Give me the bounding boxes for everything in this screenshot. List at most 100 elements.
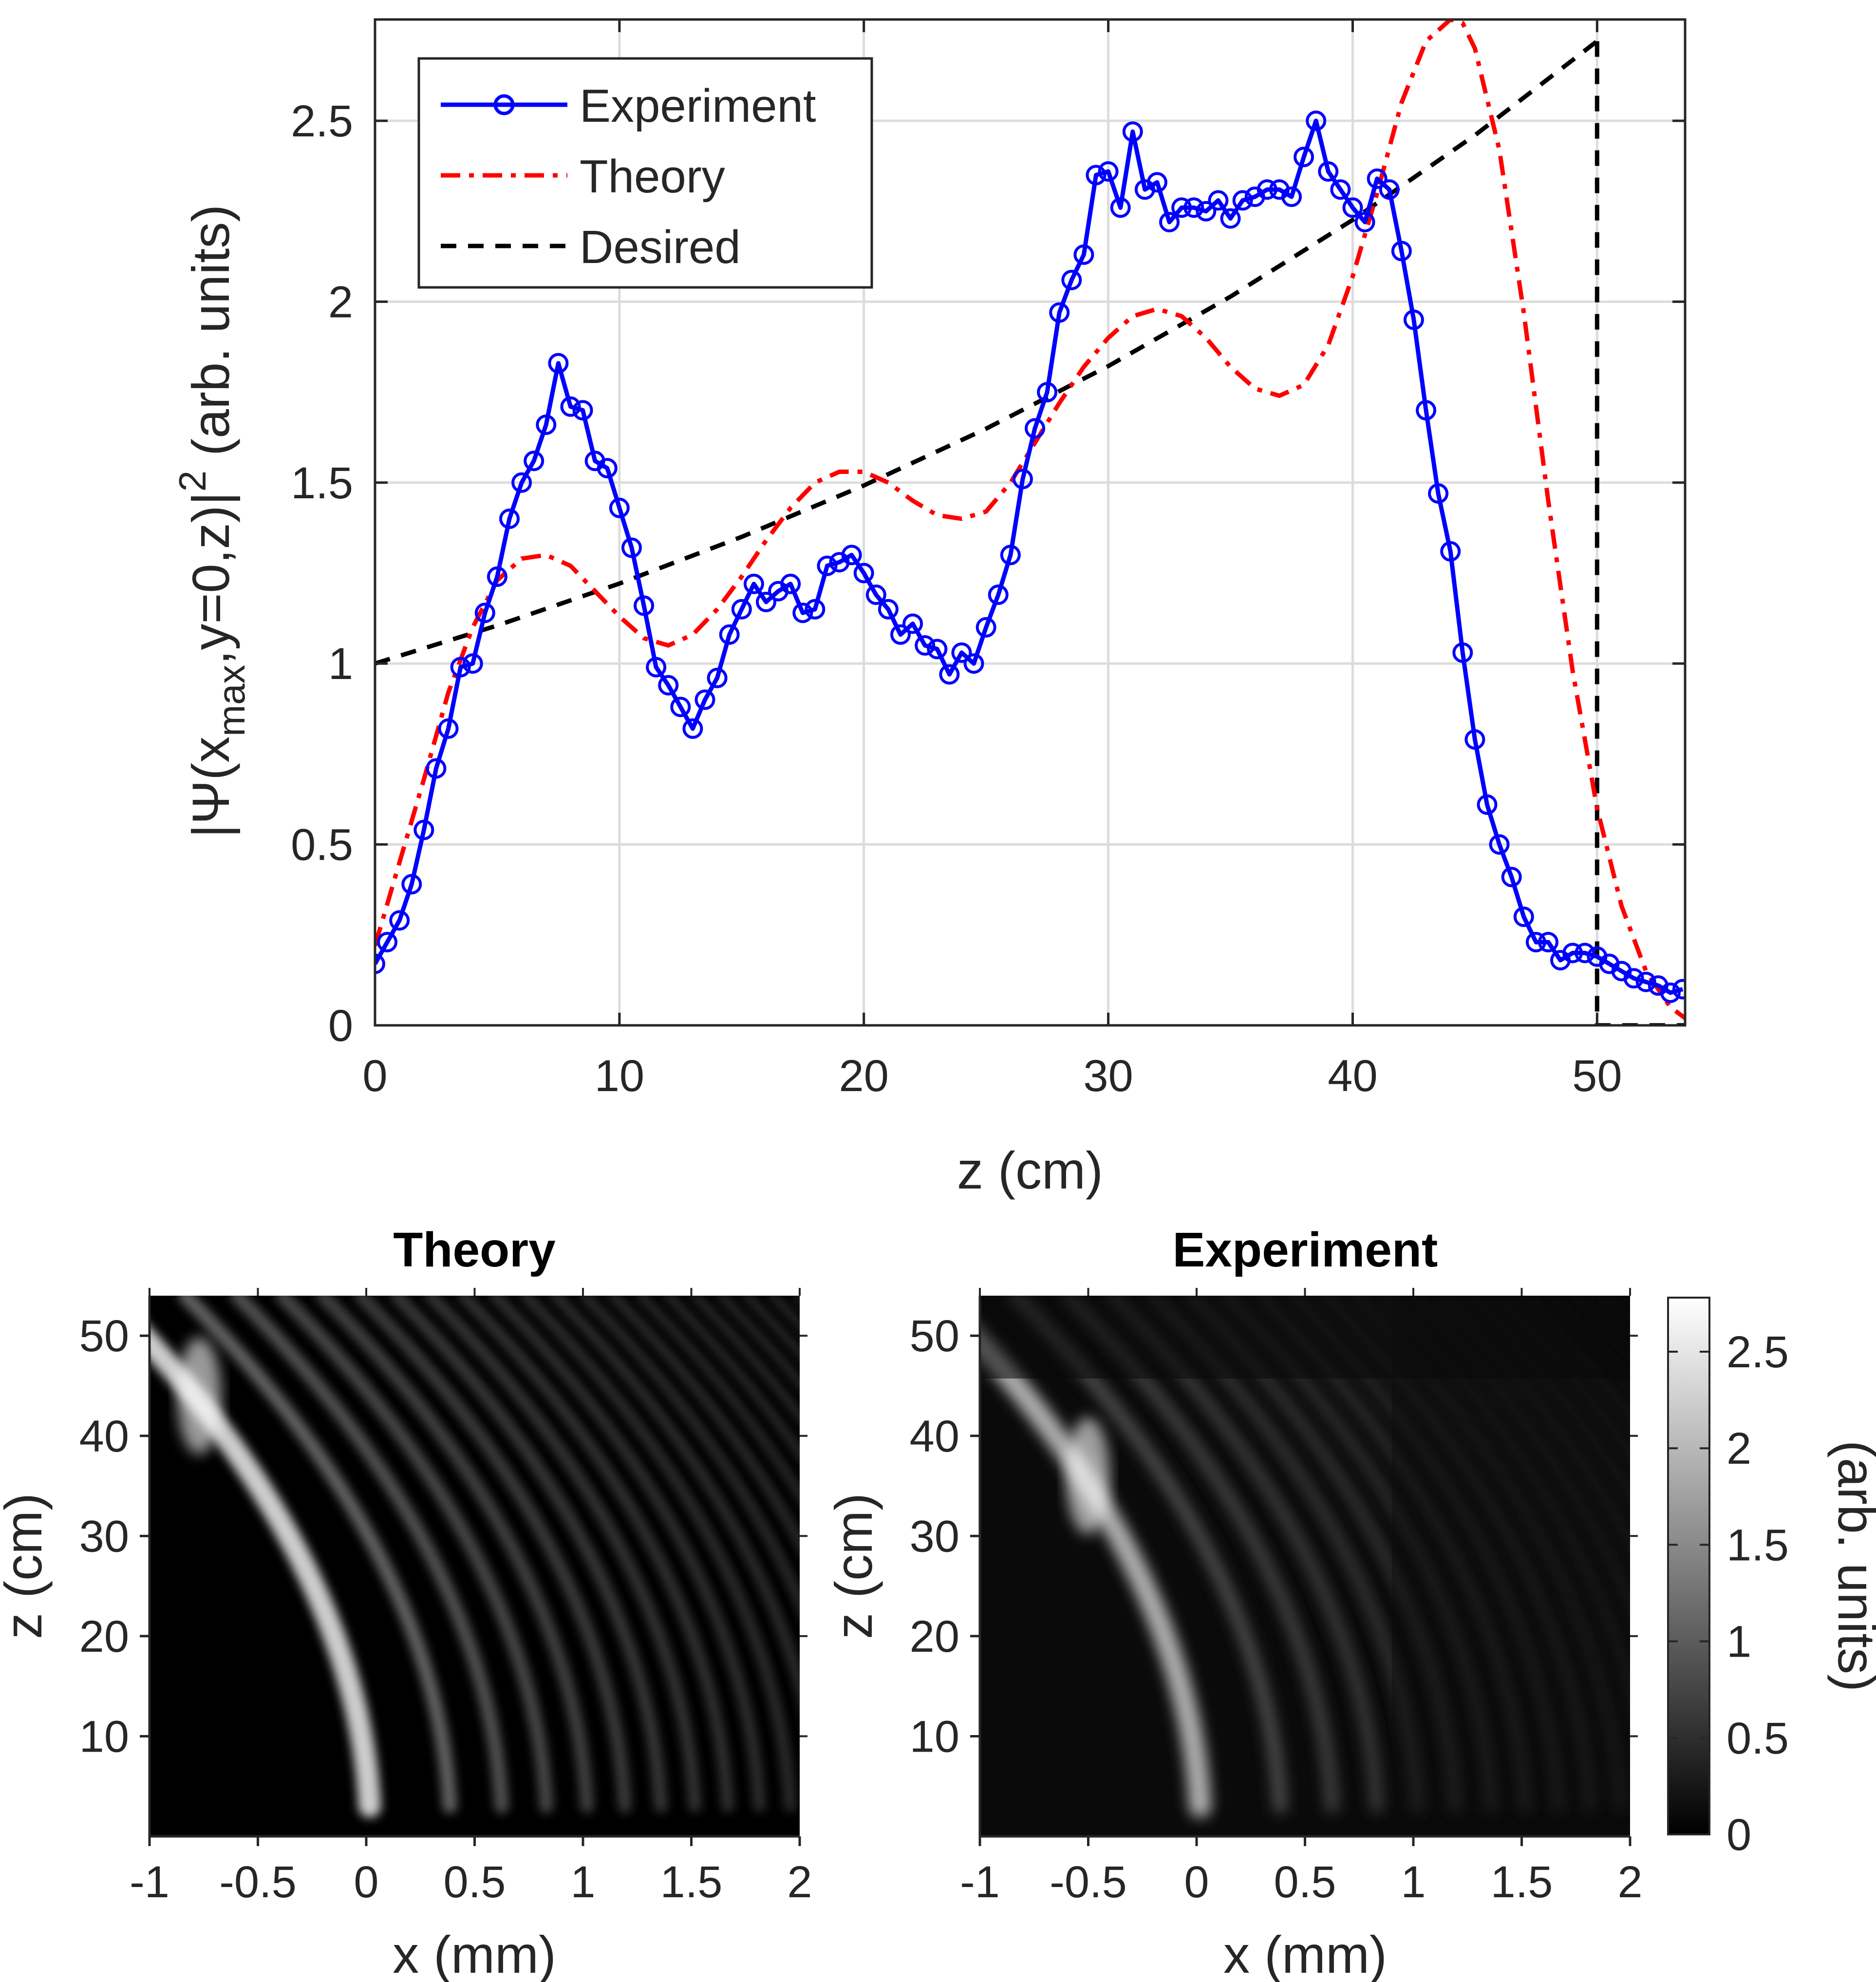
heatmap-y-tick-label: 20 xyxy=(910,1612,959,1661)
experiment-point xyxy=(1501,867,1522,887)
experiment-point xyxy=(1073,244,1094,265)
experiment-point xyxy=(1257,179,1277,200)
experiment-point xyxy=(413,819,434,840)
experiment-point xyxy=(878,599,899,620)
experiment-point xyxy=(1416,400,1437,421)
experiment-point xyxy=(536,414,557,435)
experiment-point xyxy=(915,635,936,656)
experiment-point xyxy=(1562,943,1583,963)
heatmap-y-tick-label: 40 xyxy=(79,1412,129,1461)
experiment-point xyxy=(524,451,544,472)
experiment-point xyxy=(1464,729,1485,750)
theory-ticks: -1 -0.5 0 0.5 1 1.5 2 10 20 30 40 50 xyxy=(79,1288,812,1907)
experiment-point xyxy=(1122,121,1143,142)
top-x-tick-label: 30 xyxy=(1083,1051,1133,1101)
heatmap-x-tick-label: 1 xyxy=(570,1857,595,1907)
top-x-axis-label: z (cm) xyxy=(957,1141,1103,1200)
heatmap-lobe xyxy=(1520,1296,1630,1424)
experiment-point xyxy=(670,697,691,717)
experiment-point xyxy=(853,563,874,584)
experiment-point xyxy=(1086,165,1107,186)
heatmap-lobe xyxy=(1380,1296,1630,1707)
heatmap-lobe xyxy=(1146,1296,1425,1813)
top-y-tick-label: 1.5 xyxy=(291,458,353,508)
experiment-point xyxy=(377,932,398,953)
experiment-point xyxy=(487,566,507,587)
experiment-point xyxy=(976,617,996,638)
heatmap-lobe xyxy=(390,1296,667,1813)
heatmap-lobe xyxy=(635,1296,800,1504)
heatmap-x-tick-label: 0 xyxy=(1184,1857,1209,1907)
experiment-point xyxy=(1672,979,1685,1000)
legend-marker-experiment xyxy=(493,94,515,115)
experiment-point xyxy=(1294,147,1314,168)
heatmap-lobe xyxy=(1546,1296,1630,1391)
heatmap-lobe xyxy=(1287,1296,1564,1812)
heatmap-x-tick-label: 2 xyxy=(1617,1857,1642,1907)
heatmap-lobe xyxy=(980,1326,1212,1818)
heatmap-lobe xyxy=(520,1296,796,1812)
heatmap-lobe xyxy=(178,1296,457,1813)
colorbar-tick-label: 0.5 xyxy=(1726,1714,1789,1763)
legend-box xyxy=(417,57,873,289)
experiment-x-axis-label: x (mm) xyxy=(1223,1925,1387,1982)
experiment-point xyxy=(707,667,728,688)
heatmap-lobe xyxy=(1493,1296,1630,1462)
experiment-point xyxy=(1318,161,1339,182)
experiment-point xyxy=(731,599,752,620)
experiment-point xyxy=(1379,179,1400,200)
experiment-point xyxy=(1220,208,1241,229)
heatmap-peak xyxy=(177,1337,222,1454)
experiment-point xyxy=(1477,794,1498,815)
experiment-point xyxy=(1489,834,1510,855)
heatmap-x-tick-label: 1 xyxy=(1401,1857,1426,1907)
heatmap-lobe xyxy=(230,1296,509,1813)
experiment-title: Experiment xyxy=(1173,1223,1438,1277)
heatmap-x-tick-label: 0.5 xyxy=(444,1857,506,1907)
theory-title: Theory xyxy=(393,1223,556,1277)
heatmap-fade-top xyxy=(980,1296,1630,1378)
experiment-y-axis-label: z (cm) xyxy=(824,1493,883,1639)
top-axes-box xyxy=(374,18,1687,1027)
top-x-tick-label: 10 xyxy=(595,1051,644,1101)
colorbar-tick-label: 0 xyxy=(1726,1810,1751,1860)
top-y-tick-label: 0 xyxy=(328,1001,353,1051)
top-y-tick-label: 2.5 xyxy=(291,96,353,146)
heatmap-lobe xyxy=(607,1296,800,1554)
experiment-point xyxy=(1391,241,1412,262)
colorbar-tick-label: 2.5 xyxy=(1726,1327,1789,1377)
heatmap-lobe xyxy=(1465,1296,1630,1504)
experiment-point xyxy=(1171,197,1192,218)
experiment-point xyxy=(1159,211,1180,232)
experiment-point xyxy=(1098,161,1119,182)
heatmap-y-tick-label: 30 xyxy=(910,1511,959,1561)
experiment-point xyxy=(438,718,459,739)
experiment-point xyxy=(1635,971,1656,992)
legend-entry-experiment: Experiment xyxy=(441,80,816,132)
heatmap-lobe xyxy=(1350,1296,1627,1812)
heatmap-fade xyxy=(1391,1296,1630,1836)
experiment-point xyxy=(548,353,569,374)
heatmap-y-tick-label: 50 xyxy=(910,1311,959,1361)
experiment-point xyxy=(597,458,618,479)
top-y-tick-label: 1 xyxy=(328,639,353,689)
experiment-point xyxy=(462,653,483,674)
series-line-theory xyxy=(375,19,1685,1020)
experiment-point xyxy=(426,758,447,779)
experiment-image xyxy=(980,1296,1630,1836)
top-x-tick-label: 0 xyxy=(362,1051,387,1101)
experiment-point xyxy=(951,642,972,663)
experiment-point xyxy=(474,603,495,623)
heatmap-lobe xyxy=(579,1296,800,1616)
experiment-point xyxy=(694,689,715,710)
heatmap-x-tick-label: 1.5 xyxy=(660,1857,723,1907)
experiment-point xyxy=(1196,201,1217,222)
legend-label-theory: Theory xyxy=(580,151,725,203)
top-y-tick-label: 2 xyxy=(328,277,353,327)
experiment-point xyxy=(780,573,801,594)
top-series xyxy=(375,19,1685,1025)
experiment-point xyxy=(1623,968,1644,989)
experiment-point xyxy=(499,509,520,529)
top-x-tick-label: 50 xyxy=(1572,1051,1622,1101)
colorbar-gradient xyxy=(1667,1297,1710,1835)
